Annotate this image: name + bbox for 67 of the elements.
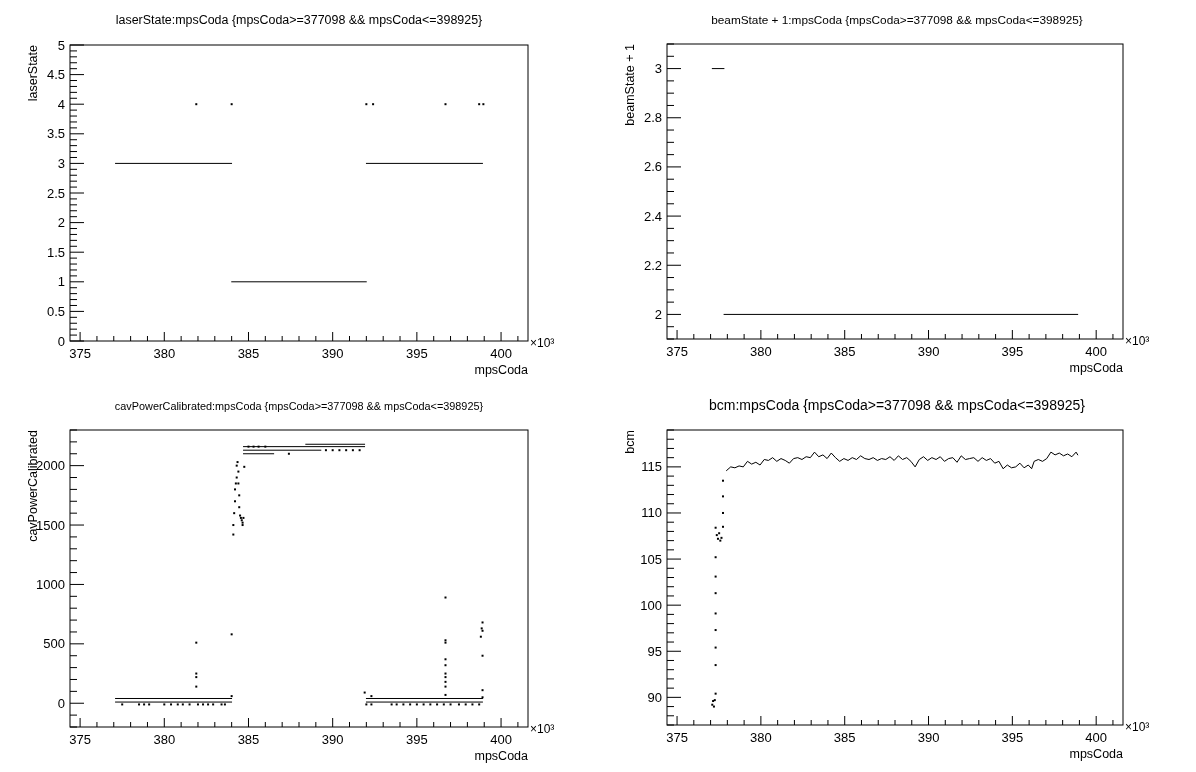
y-tick-label: 95 — [647, 643, 662, 659]
x-axis-title: mpsCoda — [1069, 361, 1124, 375]
x-tick-label: 400 — [1085, 344, 1108, 359]
y-axis-title: beamState + 1 — [623, 43, 637, 126]
y-tick-label: 115 — [641, 459, 662, 475]
x-tick-label: 380 — [750, 344, 772, 359]
x-tick-label: 385 — [833, 344, 856, 359]
y-tick-label: 1000 — [36, 576, 65, 592]
x-axis-title: mpsCoda — [474, 749, 529, 763]
y-tick-label: 1 — [57, 274, 65, 290]
y-tick-label: 0 — [57, 695, 65, 711]
x-tick-label: 395 — [1001, 730, 1024, 745]
x-tick-label: 385 — [833, 730, 856, 745]
y-tick-label: 3 — [654, 61, 662, 77]
text: ×10³ — [530, 336, 555, 350]
y-tick-label: 2.5 — [46, 185, 65, 201]
text: ×10³ — [1125, 334, 1150, 348]
y-tick-label: 4 — [57, 96, 65, 112]
x-tick-label: 400 — [490, 732, 512, 747]
y-tick-label: 2.6 — [643, 159, 662, 175]
x-tick-label: 395 — [406, 732, 428, 747]
y-tick-label: 1500 — [36, 517, 65, 533]
y-tick-label: 3 — [57, 155, 65, 171]
x-tick-label: 395 — [1001, 344, 1024, 359]
y-tick-label: 2000 — [36, 458, 65, 474]
y-tick-label: 2 — [57, 215, 65, 231]
x-tick-label: 385 — [237, 346, 260, 361]
y-tick-label: 90 — [647, 689, 662, 705]
text: ×10³ — [1125, 720, 1150, 734]
y-tick-label: 110 — [641, 505, 662, 521]
x-tick-label: 400 — [490, 346, 512, 361]
x-axis-title: mpsCoda — [1069, 747, 1124, 761]
x-tick-label: 385 — [237, 732, 260, 747]
y-tick-label: 0.5 — [46, 303, 65, 319]
x-tick-label: 375 — [69, 346, 91, 361]
x-tick-label: 375 — [666, 344, 688, 359]
y-tick-label: 5 — [57, 37, 65, 53]
y-tick-label: 2.2 — [643, 257, 662, 273]
y-tick-label: 2.8 — [643, 110, 662, 126]
chart-title: cavPowerCalibrated:mpsCoda {mpsCoda>=377098 && mpsCoda<=398925} — [114, 400, 484, 412]
x-tick-label: 380 — [153, 732, 176, 747]
y-tick-label: 500 — [43, 636, 65, 652]
y-tick-label: 4.5 — [46, 67, 65, 83]
chart-title: laserState:mpsCoda {mpsCoda>=377098 && mpsCoda<=398925} — [115, 13, 483, 27]
x-axis-title: mpsCoda — [474, 363, 529, 377]
x-tick-label: 400 — [1085, 730, 1108, 745]
x-tick-label: 375 — [666, 730, 688, 745]
y-tick-label: 0 — [57, 333, 65, 349]
y-tick-label: 3.5 — [46, 126, 65, 142]
y-axis-title: laserState — [26, 44, 40, 102]
chart-title: bcm:mpsCoda {mpsCoda>=377098 && mpsCoda<=398925} — [709, 397, 1086, 413]
x-tick-label: 380 — [750, 730, 772, 745]
x-tick-label: 390 — [917, 344, 940, 359]
text: ×10³ — [530, 722, 555, 736]
y-tick-label: 2.4 — [643, 208, 662, 224]
y-tick-label: 2 — [654, 306, 662, 322]
y-tick-label: 100 — [640, 597, 662, 613]
x-tick-label: 395 — [406, 346, 428, 361]
y-axis-title: bcm — [623, 430, 637, 454]
y-tick-label: 105 — [640, 551, 662, 567]
x-tick-label: 390 — [321, 732, 344, 747]
x-tick-label: 390 — [321, 346, 344, 361]
x-tick-label: 390 — [917, 730, 940, 745]
y-tick-label: 1.5 — [46, 244, 65, 260]
x-tick-label: 380 — [153, 346, 176, 361]
chart-title: beamState + 1:mpsCoda {mpsCoda>=377098 && mpsCoda<=398925} — [711, 13, 1083, 27]
x-tick-label: 375 — [69, 732, 91, 747]
